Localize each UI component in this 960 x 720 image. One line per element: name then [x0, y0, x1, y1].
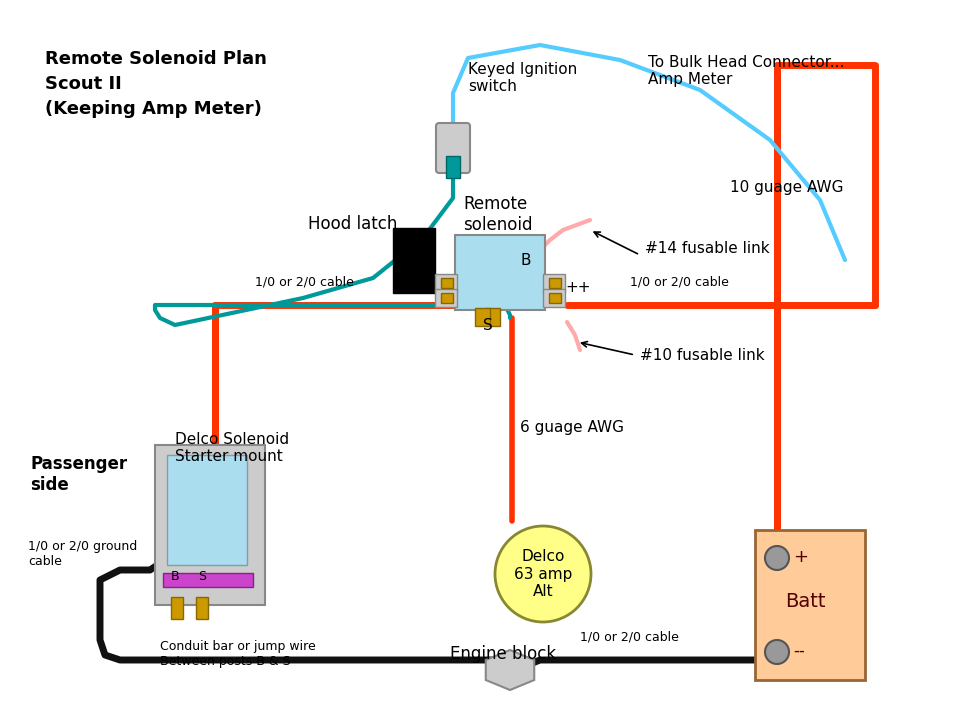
Bar [549, 278, 561, 288]
Text: Passenger
side: Passenger side [30, 455, 127, 494]
Text: 10 guage AWG: 10 guage AWG [730, 180, 844, 195]
Bar [475, 308, 490, 326]
Text: Delco Solenoid
Starter mount: Delco Solenoid Starter mount [175, 432, 289, 464]
Bar [485, 308, 500, 326]
Text: #10 fusable link: #10 fusable link [640, 348, 764, 362]
Circle shape [765, 640, 789, 664]
Bar [435, 289, 457, 307]
Bar [171, 597, 183, 619]
Bar [167, 455, 247, 565]
Text: 1/0 or 2/0 cable: 1/0 or 2/0 cable [580, 630, 679, 643]
Text: S: S [483, 318, 492, 333]
Circle shape [495, 526, 591, 622]
Bar [435, 274, 457, 292]
Bar [543, 289, 565, 307]
Text: #14 fusable link: #14 fusable link [645, 240, 770, 256]
Text: Remote Solenoid Plan: Remote Solenoid Plan [45, 50, 267, 68]
Bar [155, 445, 265, 605]
Text: 1/0 or 2/0 ground
cable: 1/0 or 2/0 ground cable [28, 540, 137, 568]
Text: Conduit bar or jump wire
Between posts B & S: Conduit bar or jump wire Between posts B… [160, 640, 316, 668]
Text: --: -- [793, 642, 804, 660]
Text: Remote
solenoid: Remote solenoid [463, 195, 533, 234]
Text: Hood latch: Hood latch [308, 215, 397, 233]
Bar [755, 530, 865, 680]
Bar [446, 156, 460, 178]
Text: S: S [198, 570, 206, 583]
Text: 1/0 or 2/0 cable: 1/0 or 2/0 cable [255, 275, 354, 288]
Bar [393, 228, 435, 293]
Text: Keyed Ignition
switch: Keyed Ignition switch [468, 62, 577, 94]
Polygon shape [486, 650, 535, 690]
Text: Engine block: Engine block [450, 645, 556, 663]
Text: 1/0 or 2/0 cable: 1/0 or 2/0 cable [630, 275, 729, 288]
Bar [441, 278, 453, 288]
Text: Scout II: Scout II [45, 75, 122, 93]
Circle shape [765, 546, 789, 570]
FancyBboxPatch shape [436, 123, 470, 173]
Text: (Keeping Amp Meter): (Keeping Amp Meter) [45, 100, 262, 118]
Text: B: B [520, 253, 531, 268]
Text: ++: ++ [565, 280, 590, 295]
Bar [549, 293, 561, 303]
Bar [163, 573, 253, 587]
Bar [196, 597, 208, 619]
Text: Delco
63 amp
Alt: Delco 63 amp Alt [514, 549, 572, 599]
Text: To Bulk Head Connector...
Amp Meter: To Bulk Head Connector... Amp Meter [648, 55, 845, 87]
Text: B: B [171, 570, 180, 583]
Bar [455, 235, 545, 310]
Text: +: + [793, 548, 808, 566]
Bar [441, 293, 453, 303]
Bar [543, 274, 565, 292]
Text: 6 guage AWG: 6 guage AWG [520, 420, 624, 435]
Text: Batt: Batt [785, 592, 826, 611]
